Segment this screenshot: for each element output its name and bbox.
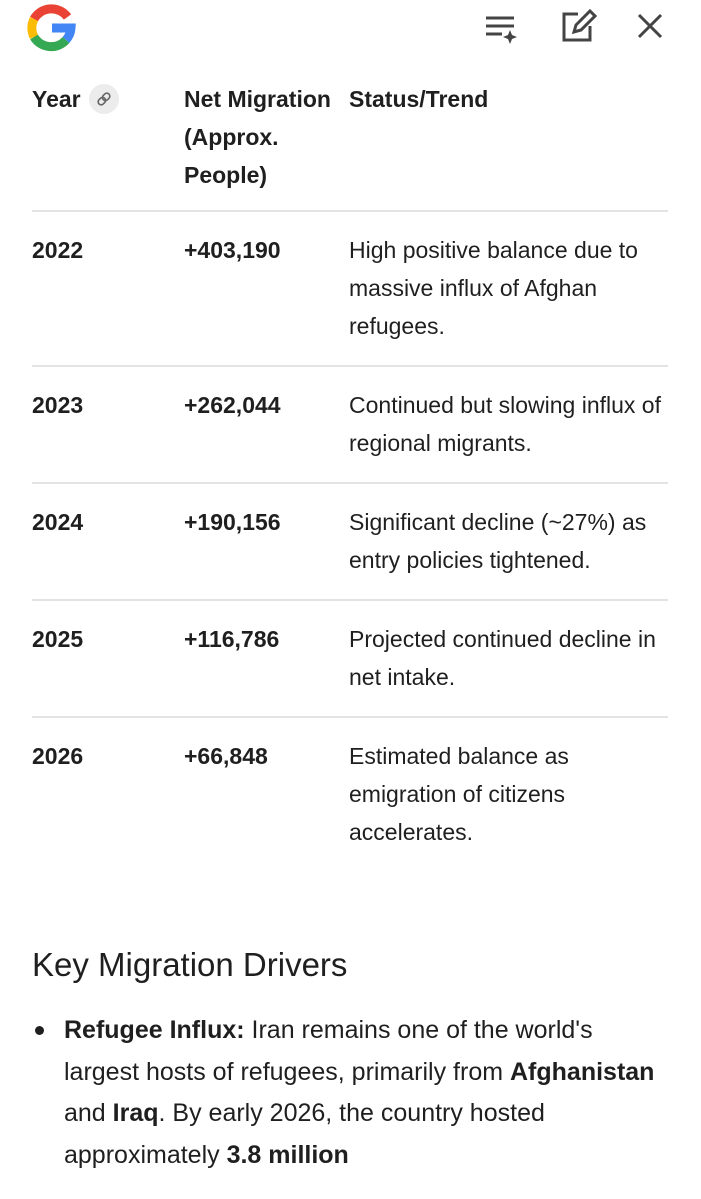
table-cell: Continued but slowing influx of regional…	[349, 392, 661, 456]
table-cell: +116,786	[184, 626, 280, 652]
table-cell: +190,156	[184, 509, 281, 535]
header-text: Year	[32, 86, 81, 112]
bullet-item: Refugee Influx: Iran remains one of the …	[35, 1010, 664, 1176]
table-row: 2022 +403,190 High positive balance due to…	[32, 212, 668, 367]
text: and	[64, 1099, 113, 1127]
link-icon	[96, 92, 111, 106]
table-cell: 2024	[32, 509, 84, 535]
table-cell: +403,190	[184, 237, 281, 263]
header-cell: Net Migration (Approx. People)	[184, 86, 331, 188]
bold-text: Afghanistan	[510, 1057, 655, 1086]
table-cell: Projected continued decline in net intak…	[349, 626, 656, 690]
table-row: 2025 +116,786 Projected continued decline …	[32, 601, 668, 718]
table-cell: High positive balance due to massive inf…	[349, 237, 638, 339]
table-cell: 2026	[32, 743, 84, 769]
link-chip[interactable]	[88, 83, 119, 114]
text: Iran remains one of the world's largest …	[64, 1016, 593, 1086]
bold-text: Refugee Influx:	[64, 1016, 245, 1044]
table-cell: 2022	[32, 237, 84, 263]
table: Year Net Migration (Approx. People) Stat…	[32, 80, 668, 871]
header-cell: Year	[32, 80, 184, 194]
table-cell: +262,044	[184, 392, 281, 418]
table-header: Year Net Migration (Approx. People) Stat…	[32, 80, 668, 212]
bold-text: 3.8 million	[226, 1140, 349, 1169]
table-cell: 2023	[32, 392, 84, 418]
table-row: 2026 +66,848 Estimated balance as emigrati…	[32, 718, 668, 871]
section-heading: Key Migration Drivers	[32, 946, 348, 983]
text: . By early 2026, the country hosted appr…	[64, 1099, 545, 1169]
bold-text: Iraq	[112, 1099, 159, 1127]
table-cell: +66,848	[184, 743, 268, 769]
table-cell: 2025	[32, 626, 84, 652]
table-row: 2023 +262,044 Continued but slowing influx…	[32, 367, 668, 484]
google-logo[interactable]	[27, 4, 76, 52]
table-cell: Estimated balance as emigration of citiz…	[349, 743, 569, 845]
bullet-list: Refugee Influx: Iran remains one of the …	[32, 1010, 664, 1176]
header-cell: Status/Trend	[349, 86, 489, 112]
table-cell: Significant decline (~27%) as entry poli…	[349, 509, 647, 573]
list-icon[interactable]	[486, 16, 517, 44]
close-icon[interactable]	[637, 13, 663, 39]
edit-icon[interactable]	[562, 8, 598, 42]
table-row: 2024 +190,156 Significant decline (~27%) a…	[32, 484, 668, 601]
top-bar	[27, 4, 663, 52]
